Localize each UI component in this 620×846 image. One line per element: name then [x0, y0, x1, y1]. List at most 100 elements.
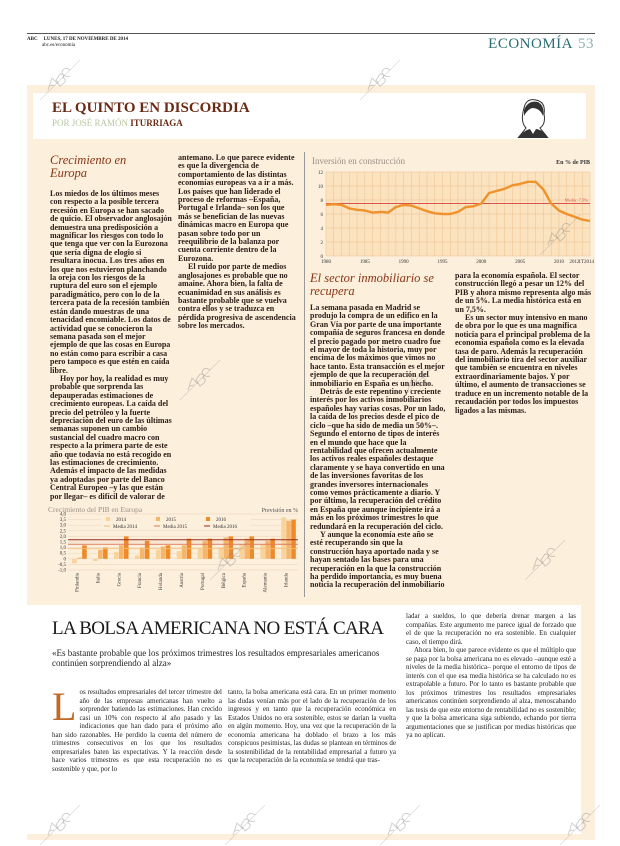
- byline-prefix: POR JOSÉ RAMÓN: [52, 118, 129, 128]
- legend-box: [101, 515, 251, 530]
- y-tick-label: 12: [318, 171, 324, 176]
- gdp-growth-chart: Crecimiento del PIB en Europa Previsión e…: [48, 506, 298, 592]
- category-label: Finlandia: [75, 572, 80, 592]
- y-tick-label: 3,0: [60, 524, 67, 529]
- column-section-crecimiento: Crecimiento en Europa Los miedos de los …: [50, 153, 300, 506]
- bar: [281, 517, 286, 559]
- article-column-2: tanto, la bolsa americana está cara. En …: [228, 688, 396, 765]
- article-column-3: ladar a sueldos, lo que debería drenar m…: [406, 612, 576, 740]
- bar: [197, 548, 203, 559]
- section-heading: Crecimiento en Europa: [50, 153, 127, 180]
- y-tick-label: 4,0: [60, 513, 67, 518]
- y-tick-label: 6: [321, 213, 324, 218]
- author-portrait: [517, 99, 549, 138]
- reference-label: Media: 7,5%: [565, 198, 588, 204]
- category-label: Francia: [138, 572, 143, 588]
- construction-investment-chart: Inversión en construcción En % de PIB 0 2 4 6…: [312, 156, 594, 265]
- bar: [176, 550, 182, 559]
- bar: [103, 547, 108, 559]
- paragraph: Hoy por hoy, la realidad es muy probable…: [50, 153, 295, 501]
- bar: [139, 547, 145, 559]
- page-number: 53: [578, 36, 594, 52]
- category-label: Bélgica: [222, 572, 227, 588]
- bar: [291, 519, 296, 559]
- bar: [93, 558, 98, 562]
- article-pull-quote: «Es bastante probable que los próximos t…: [52, 648, 380, 668]
- x-tick-label: 1T2014: [578, 260, 594, 265]
- x-tick-label: 1990: [399, 260, 410, 265]
- legend-swatch: [106, 517, 110, 521]
- y-tick-label: -1,0: [58, 569, 66, 574]
- category-label: Grecia: [117, 572, 122, 586]
- author-name: ITURRIAGA: [130, 118, 183, 128]
- y-tick-label: 2,0: [60, 535, 67, 540]
- bar: [134, 555, 140, 559]
- y-tick-label: 0: [321, 255, 324, 260]
- legend-swatch: [156, 517, 160, 521]
- unit-label: Previsión en %: [262, 508, 298, 514]
- paragraph: ladar a sueldos, lo que debería drenar m…: [406, 612, 576, 646]
- bar: [72, 558, 77, 564]
- page-header-info: ABC LUNES, 17 DE NOVIEMBRE DE 2014 abc.es…: [27, 37, 134, 49]
- byline: POR JOSÉ RAMÓN ITURRIAGA: [52, 118, 183, 128]
- bar: [114, 552, 119, 559]
- paragraph: Es un sector muy intensivo en mano de ob…: [455, 313, 590, 415]
- chart-title: Inversión en construcción: [312, 156, 405, 166]
- column-section-inmobiliario: El sector inmobiliario se recupera La se…: [310, 271, 592, 597]
- date: LUNES, 17 DE NOVIEMBRE DE 2014: [43, 37, 129, 42]
- bar: [228, 536, 234, 559]
- y-tick-label: 1,5: [60, 541, 67, 546]
- paragraph: La semana pasada en Madrid se produjo la…: [310, 303, 445, 388]
- bar: [155, 549, 161, 559]
- category-label: Austria: [180, 572, 185, 588]
- x-tick-label: 2000: [476, 260, 487, 265]
- column-title: EL QUINTO EN DISCORDIA: [52, 100, 250, 116]
- column-title-band: [33, 93, 586, 139]
- bar: [118, 545, 124, 559]
- bar: [123, 536, 129, 559]
- category-label: Italia: [96, 572, 101, 583]
- x-tick-label: 2005: [515, 260, 526, 265]
- paragraph: Los miedos de los últimos meses con resp…: [50, 189, 172, 375]
- y-tick-label: -0,5: [58, 563, 66, 568]
- drop-cap: L: [52, 684, 77, 729]
- article-box: [27, 605, 595, 840]
- y-tick-label: 3,5: [60, 518, 67, 523]
- y-tick-label: 10: [318, 185, 324, 190]
- y-tick-label: 0: [64, 557, 67, 562]
- series-line: [325, 180, 591, 223]
- header-rule: [27, 33, 595, 34]
- bar: [160, 546, 166, 559]
- legend-label: 2015: [166, 518, 177, 523]
- legend-label: 2016: [216, 518, 227, 523]
- legend-label: 2014: [116, 518, 127, 523]
- bar: [260, 544, 265, 559]
- bar: [77, 557, 82, 559]
- bar: [98, 549, 103, 559]
- brand: ABC: [27, 37, 38, 42]
- bar: [202, 540, 208, 559]
- legend-label: Media 2014: [113, 525, 138, 530]
- category-label: España: [243, 572, 248, 587]
- bar: [239, 544, 245, 559]
- y-tick-label: 8: [321, 199, 324, 204]
- category-label: Portugal: [201, 572, 206, 590]
- x-tick-label: 2010: [554, 260, 565, 265]
- x-tick-label: 1995: [437, 260, 448, 265]
- section-url: abc.es/economia: [42, 43, 76, 48]
- section-header: ECONOMÍA 53: [488, 36, 594, 53]
- category-label: Irlanda: [285, 572, 290, 587]
- y-tick-label: 2: [321, 241, 324, 246]
- x-tick-label: 1980: [321, 260, 332, 265]
- section-name: ECONOMÍA: [488, 36, 573, 52]
- legend-label: Media 2016: [213, 525, 238, 530]
- column-divider: [304, 152, 305, 597]
- x-tick-label: 1985: [360, 260, 371, 265]
- category-label: Alemania: [264, 572, 269, 592]
- unit-label: En % de PIB: [556, 160, 590, 166]
- bar: [249, 536, 254, 559]
- bar: [82, 545, 87, 559]
- legend-swatch: [206, 517, 210, 521]
- bar: [181, 545, 187, 559]
